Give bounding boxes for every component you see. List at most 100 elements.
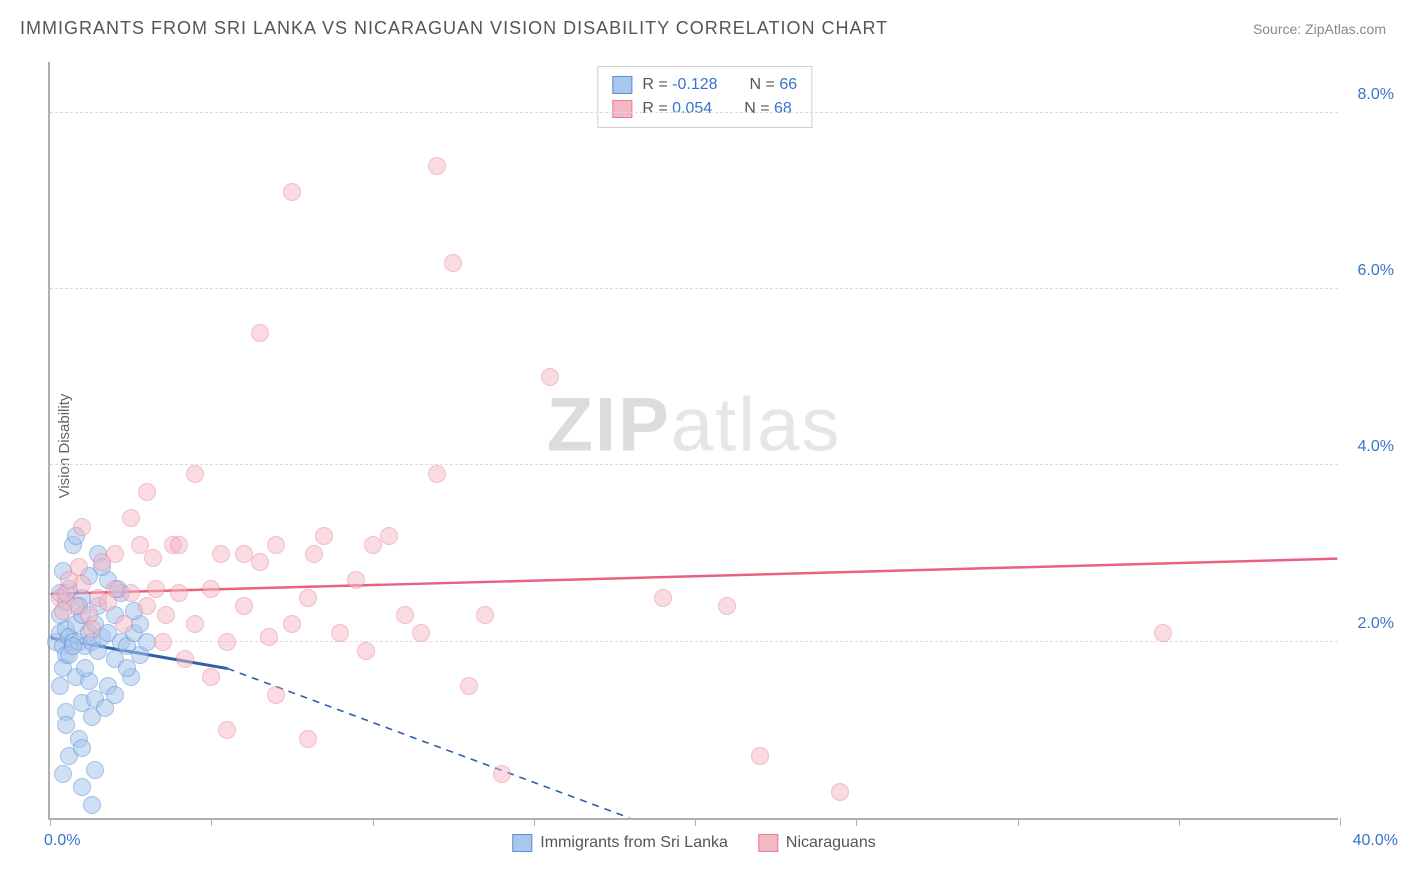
legend-stat-row: R = 0.054 N = 68 bbox=[612, 97, 797, 121]
data-point-nicaraguans bbox=[428, 465, 446, 483]
data-point-nicaraguans bbox=[1154, 624, 1172, 642]
data-point-nicaraguans bbox=[154, 633, 172, 651]
x-tick bbox=[1179, 818, 1180, 826]
data-point-nicaraguans bbox=[202, 668, 220, 686]
correlation-legend: R = -0.128 N = 66 R = 0.054 N = 68 bbox=[597, 66, 812, 128]
data-point-nicaraguans bbox=[186, 615, 204, 633]
x-tick bbox=[373, 818, 374, 826]
data-point-nicaraguans bbox=[444, 254, 462, 272]
data-point-nicaraguans bbox=[170, 584, 188, 602]
data-point-sri_lanka bbox=[73, 739, 91, 757]
data-point-nicaraguans bbox=[122, 584, 140, 602]
stat-r-label: R = 0.054 bbox=[642, 97, 712, 121]
legend-label: Immigrants from Sri Lanka bbox=[540, 834, 728, 852]
data-point-nicaraguans bbox=[106, 545, 124, 563]
data-point-nicaraguans bbox=[235, 545, 253, 563]
data-point-sri_lanka bbox=[96, 699, 114, 717]
x-tick-max: 40.0% bbox=[1353, 832, 1398, 850]
data-point-nicaraguans bbox=[122, 509, 140, 527]
chart-source: Source: ZipAtlas.com bbox=[1253, 21, 1386, 37]
data-point-nicaraguans bbox=[251, 553, 269, 571]
x-tick bbox=[695, 818, 696, 826]
y-tick-label: 6.0% bbox=[1358, 262, 1394, 280]
y-tick-label: 8.0% bbox=[1358, 86, 1394, 104]
stat-r-label: R = -0.128 bbox=[642, 73, 717, 97]
x-tick bbox=[534, 818, 535, 826]
data-point-nicaraguans bbox=[331, 624, 349, 642]
data-point-sri_lanka bbox=[54, 765, 72, 783]
data-point-nicaraguans bbox=[218, 721, 236, 739]
data-point-sri_lanka bbox=[118, 659, 136, 677]
data-point-sri_lanka bbox=[83, 796, 101, 814]
data-point-nicaraguans bbox=[260, 628, 278, 646]
x-tick bbox=[50, 818, 51, 826]
series-legend: Immigrants from Sri Lanka Nicaraguans bbox=[512, 834, 875, 852]
data-point-sri_lanka bbox=[86, 761, 104, 779]
data-point-nicaraguans bbox=[73, 518, 91, 536]
source-prefix: Source: bbox=[1253, 21, 1305, 37]
legend-swatch bbox=[758, 834, 778, 852]
data-point-nicaraguans bbox=[283, 183, 301, 201]
data-point-nicaraguans bbox=[476, 606, 494, 624]
trend-line bbox=[228, 669, 630, 818]
gridline bbox=[50, 641, 1338, 642]
data-point-nicaraguans bbox=[144, 549, 162, 567]
data-point-nicaraguans bbox=[347, 571, 365, 589]
y-tick-label: 2.0% bbox=[1358, 615, 1394, 633]
data-point-nicaraguans bbox=[299, 589, 317, 607]
data-point-nicaraguans bbox=[138, 483, 156, 501]
watermark: ZIPatlas bbox=[547, 381, 842, 468]
stat-n-label: N = 66 bbox=[750, 73, 798, 97]
data-point-nicaraguans bbox=[218, 633, 236, 651]
data-point-nicaraguans bbox=[428, 157, 446, 175]
data-point-nicaraguans bbox=[54, 602, 72, 620]
legend-item: Nicaraguans bbox=[758, 834, 876, 852]
data-point-nicaraguans bbox=[235, 597, 253, 615]
trend-line bbox=[51, 559, 1338, 594]
data-point-nicaraguans bbox=[493, 765, 511, 783]
data-point-nicaraguans bbox=[267, 536, 285, 554]
legend-label: Nicaraguans bbox=[786, 834, 876, 852]
y-tick-label: 4.0% bbox=[1358, 438, 1394, 456]
data-point-nicaraguans bbox=[147, 580, 165, 598]
trend-lines bbox=[50, 62, 1338, 818]
x-tick bbox=[211, 818, 212, 826]
x-tick bbox=[856, 818, 857, 826]
data-point-nicaraguans bbox=[157, 606, 175, 624]
data-point-nicaraguans bbox=[267, 686, 285, 704]
data-point-nicaraguans bbox=[299, 730, 317, 748]
data-point-sri_lanka bbox=[57, 716, 75, 734]
data-point-nicaraguans bbox=[396, 606, 414, 624]
data-point-nicaraguans bbox=[380, 527, 398, 545]
data-point-nicaraguans bbox=[283, 615, 301, 633]
gridline bbox=[50, 112, 1338, 113]
legend-swatch bbox=[612, 76, 632, 94]
stat-r-value: -0.128 bbox=[672, 76, 717, 93]
data-point-nicaraguans bbox=[170, 536, 188, 554]
data-point-nicaraguans bbox=[460, 677, 478, 695]
legend-stat-row: R = -0.128 N = 66 bbox=[612, 73, 797, 97]
source-name: ZipAtlas.com bbox=[1305, 21, 1386, 37]
x-tick bbox=[1018, 818, 1019, 826]
data-point-nicaraguans bbox=[718, 597, 736, 615]
legend-item: Immigrants from Sri Lanka bbox=[512, 834, 728, 852]
data-point-nicaraguans bbox=[83, 620, 101, 638]
data-point-nicaraguans bbox=[305, 545, 323, 563]
x-tick-min: 0.0% bbox=[44, 832, 80, 850]
data-point-sri_lanka bbox=[64, 637, 82, 655]
gridline bbox=[50, 288, 1338, 289]
data-point-sri_lanka bbox=[76, 659, 94, 677]
data-point-nicaraguans bbox=[70, 558, 88, 576]
data-point-nicaraguans bbox=[315, 527, 333, 545]
chart-title: IMMIGRANTS FROM SRI LANKA VS NICARAGUAN … bbox=[20, 18, 888, 39]
data-point-nicaraguans bbox=[212, 545, 230, 563]
data-point-nicaraguans bbox=[751, 747, 769, 765]
stat-n-label: N = 68 bbox=[744, 97, 792, 121]
legend-swatch bbox=[512, 834, 532, 852]
data-point-nicaraguans bbox=[541, 368, 559, 386]
scatter-chart: ZIPatlas R = -0.128 N = 66 R = 0.054 N = 68… bbox=[48, 62, 1338, 820]
data-point-nicaraguans bbox=[202, 580, 220, 598]
watermark-atlas: atlas bbox=[671, 382, 842, 467]
x-tick bbox=[1340, 818, 1341, 826]
legend-swatch bbox=[612, 100, 632, 118]
